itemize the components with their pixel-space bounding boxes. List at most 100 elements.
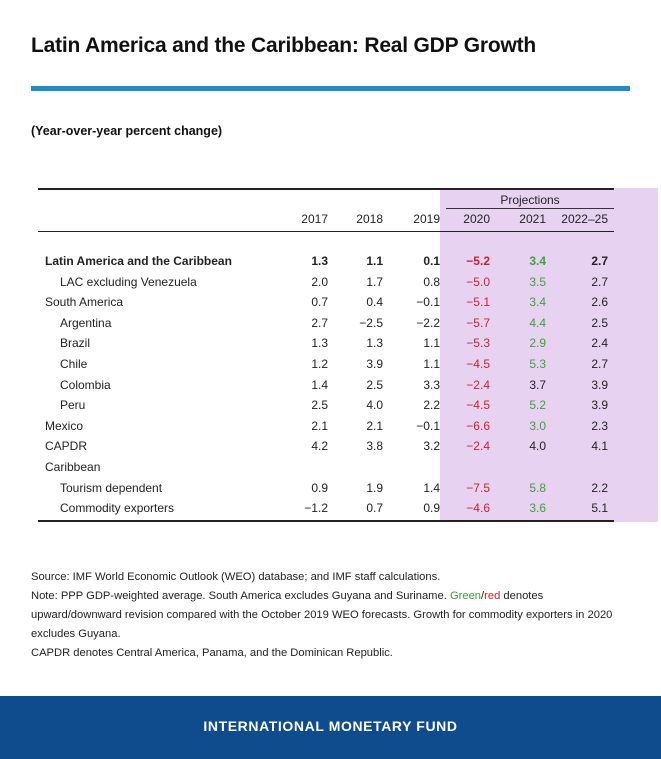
table-row: South America 0.7 0.4 −0.1 −5.1 3.4 2.6 <box>38 295 614 315</box>
table-cell: 2.9 <box>529 336 546 351</box>
table-cell: 1.2 <box>311 357 328 371</box>
table-cell: 2.4 <box>591 336 608 351</box>
table-cell: 5.3 <box>529 357 546 371</box>
table-cell: 0.8 <box>423 274 440 289</box>
footer-org-name: INTERNATIONAL MONETARY FUND <box>203 718 458 734</box>
table-cell: 0.9 <box>311 480 328 495</box>
table-cell: 3.2 <box>423 439 440 454</box>
note-prefix: Note: PPP GDP-weighted average. South Am… <box>31 590 450 602</box>
row-label: Peru <box>60 398 86 413</box>
title-divider <box>31 86 630 91</box>
table-cell: 1.7 <box>366 274 383 289</box>
table-cell: 2.7 <box>311 315 328 330</box>
table-bottom-rule <box>38 520 614 522</box>
table-row: Chile 1.2 3.9 1.1 −4.5 5.3 2.7 <box>38 357 614 377</box>
table-cell: 1.4 <box>423 480 440 495</box>
table-header-rule <box>38 231 614 232</box>
table-row: Commodity exporters −1.2 0.7 0.9 −4.6 3.6 5.1 <box>38 501 614 521</box>
row-label: South America <box>45 295 124 310</box>
projections-label: Projections <box>500 193 560 207</box>
table-cell: 2.7 <box>591 274 608 289</box>
table-cell: 2.5 <box>311 398 328 413</box>
table-row: Colombia 1.4 2.5 3.3 −2.4 3.7 3.9 <box>38 378 614 398</box>
table-row: CAPDR 4.2 3.8 3.2 −2.4 4.0 4.1 <box>38 439 614 459</box>
table-cell: 3.0 <box>529 418 546 433</box>
table-cell: 4.0 <box>366 398 383 413</box>
row-label: Tourism dependent <box>60 480 163 495</box>
table-cell: −2.4 <box>466 377 490 392</box>
table-cell: −0.1 <box>416 295 440 310</box>
table-cell: −1.2 <box>304 501 328 516</box>
footnotes: Source: IMF World Economic Outlook (WEO)… <box>31 568 631 663</box>
table-cell: 2.5 <box>366 377 383 392</box>
note-suffix: denotes upward/downward revision compare… <box>31 590 613 640</box>
row-label: Argentina <box>60 315 112 330</box>
table-subtitle: (Year-over-year percent change) <box>31 124 223 138</box>
table-cell: 5.1 <box>591 501 608 516</box>
table-cell: −5.3 <box>466 336 490 351</box>
table-cell: 3.8 <box>366 439 383 454</box>
table-cell: 1.1 <box>423 336 440 351</box>
table-cell: −7.5 <box>466 480 490 495</box>
row-label: CAPDR <box>45 439 88 454</box>
table-row: Peru 2.5 4.0 2.2 −4.5 5.2 3.9 <box>38 398 614 418</box>
table-cell: 2.1 <box>311 418 328 433</box>
table-cell: −4.5 <box>466 357 490 371</box>
table-cell: 1.3 <box>311 336 328 351</box>
table-cell: −5.7 <box>466 315 490 330</box>
table-cell: 1.1 <box>366 254 383 268</box>
table-cell: −4.6 <box>466 501 490 516</box>
row-label: Chile <box>60 357 88 371</box>
capdr-note: CAPDR denotes Central America, Panama, a… <box>31 647 393 659</box>
table-cell: 2.6 <box>591 295 608 310</box>
table-cell: 1.3 <box>366 336 383 351</box>
table-cell: 2.5 <box>591 315 608 330</box>
table-cell: 2.2 <box>591 480 608 495</box>
gdp-growth-table: Projections 2017 2018 2019 2020 2021 2022–25 L… <box>38 188 658 522</box>
table-cell: 0.7 <box>366 501 383 516</box>
column-header-4: 2020 <box>463 212 490 226</box>
footer-bar: INTERNATIONAL MONETARY FUND <box>0 696 661 759</box>
page-title: Latin America and the Caribbean: Real GD… <box>31 34 537 57</box>
table-top-rule <box>38 188 614 190</box>
table-cell: 3.9 <box>366 357 383 371</box>
row-label: LAC excluding Venezuela <box>60 274 197 289</box>
table-cell: 0.7 <box>311 295 328 310</box>
table-row: Tourism dependent 0.9 1.9 1.4 −7.5 5.8 2.2 <box>38 481 614 501</box>
method-note: Note: PPP GDP-weighted average. South Am… <box>31 587 631 644</box>
table-cell: 2.0 <box>311 274 328 289</box>
table-cell: −2.5 <box>359 315 383 330</box>
table-cell: 3.6 <box>529 501 546 516</box>
table-cell: 2.7 <box>591 254 608 268</box>
table-cell: 1.3 <box>311 254 328 268</box>
table-cell: 2.2 <box>423 398 440 413</box>
table-cell: 2.1 <box>366 418 383 433</box>
table-cell: −4.5 <box>466 398 490 413</box>
column-header-6: 2022–25 <box>561 212 608 226</box>
column-header-2: 2018 <box>356 212 383 226</box>
table-cell: 2.7 <box>591 357 608 371</box>
table-cell: 4.0 <box>529 439 546 454</box>
table-cell: 4.2 <box>311 439 328 454</box>
row-label: Caribbean <box>45 460 101 474</box>
table-row: Mexico 2.1 2.1 −0.1 −6.6 3.0 2.3 <box>38 419 614 439</box>
table-row: LAC excluding Venezuela 2.0 1.7 0.8 −5.0 3.5 2… <box>38 275 614 295</box>
table-cell: 1.1 <box>423 357 440 371</box>
table-row: Caribbean <box>38 460 614 480</box>
table-cell: 3.3 <box>423 377 440 392</box>
table-cell: −0.1 <box>416 418 440 433</box>
note-red-word: red <box>484 590 501 602</box>
table-cell: −5.0 <box>466 274 490 289</box>
row-label: Brazil <box>60 336 91 351</box>
projections-shading <box>440 188 658 522</box>
table-cell: 5.2 <box>529 398 546 413</box>
row-label: Latin America and the Caribbean <box>45 254 232 268</box>
table-cell: 3.9 <box>591 398 608 413</box>
column-header-3: 2019 <box>413 212 440 226</box>
note-slash: / <box>481 590 485 602</box>
table-cell: 0.1 <box>423 254 440 268</box>
table-cell: 0.9 <box>423 501 440 516</box>
table-cell: 3.4 <box>529 295 546 310</box>
source-note: Source: IMF World Economic Outlook (WEO)… <box>31 571 441 583</box>
table-cell: −2.4 <box>466 439 490 454</box>
